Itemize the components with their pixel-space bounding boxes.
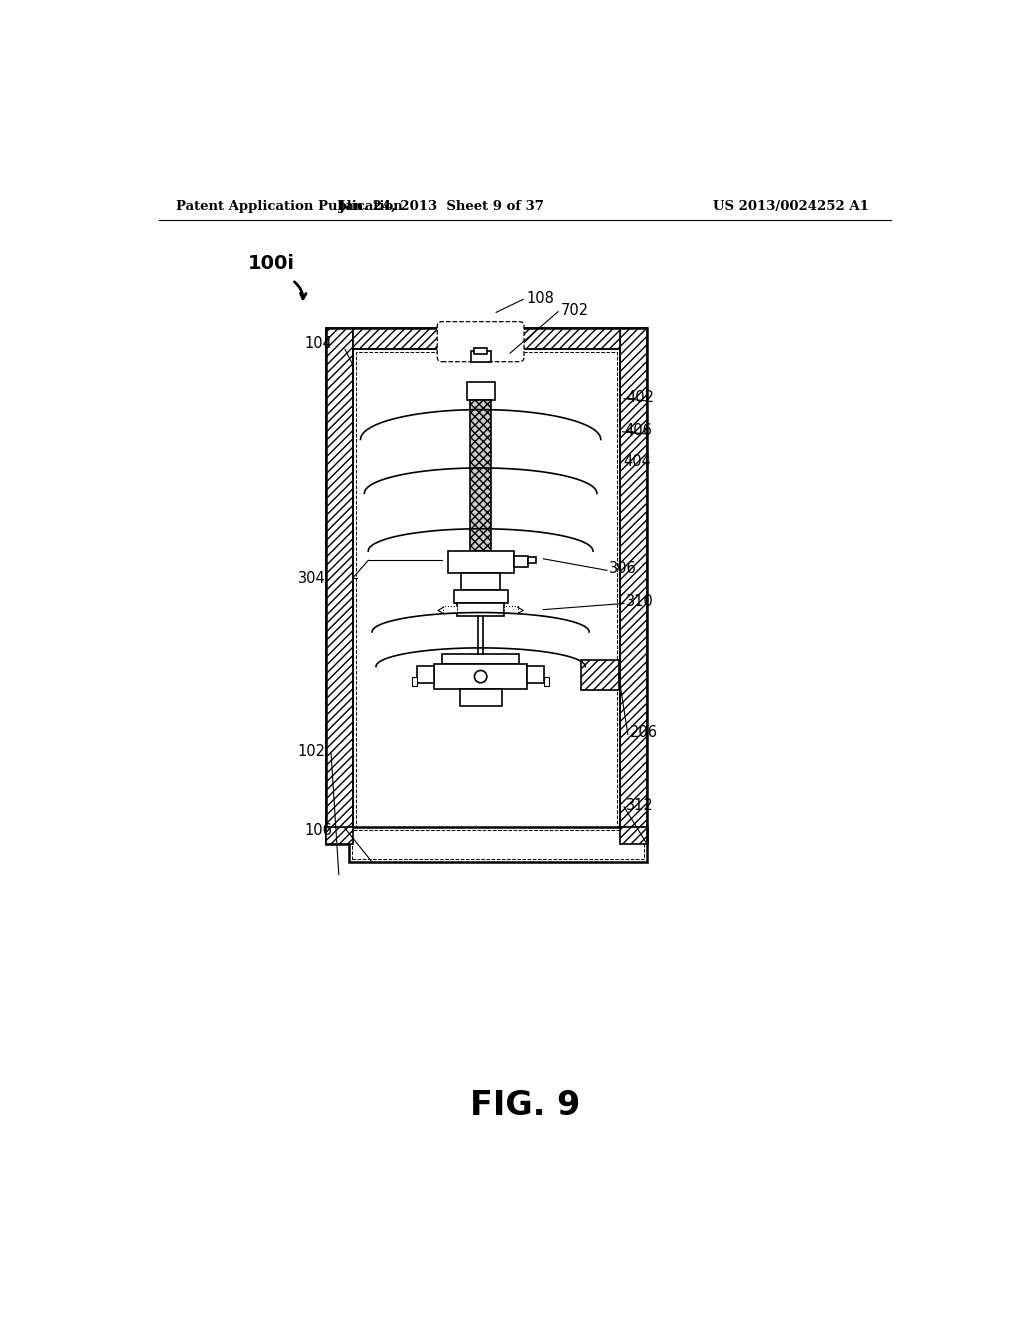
Text: 306: 306: [609, 561, 637, 577]
Bar: [417, 665, 434, 682]
Bar: [528, 557, 536, 564]
Text: 102: 102: [298, 743, 326, 759]
Bar: [443, 606, 458, 614]
Bar: [514, 557, 528, 566]
Bar: [326, 327, 647, 843]
Text: 404: 404: [624, 454, 651, 470]
Text: FIG. 9: FIG. 9: [470, 1089, 580, 1122]
Text: 406: 406: [625, 424, 652, 438]
Text: 304: 304: [298, 570, 326, 586]
Bar: [474, 348, 486, 354]
Text: US 2013/0024252 A1: US 2013/0024252 A1: [713, 199, 869, 213]
Bar: [352, 830, 644, 859]
Text: 106: 106: [304, 824, 332, 838]
Bar: [527, 665, 544, 682]
Bar: [582, 660, 618, 689]
Bar: [356, 352, 617, 841]
Bar: [442, 655, 519, 664]
Circle shape: [474, 671, 486, 682]
Bar: [449, 552, 514, 573]
Bar: [621, 826, 647, 843]
Bar: [349, 826, 647, 862]
Text: 402: 402: [627, 391, 654, 405]
Bar: [504, 606, 518, 614]
Bar: [460, 689, 503, 706]
Text: 312: 312: [627, 797, 654, 813]
Bar: [454, 590, 508, 603]
Bar: [413, 677, 417, 686]
Text: Patent Application Publication: Patent Application Publication: [176, 199, 402, 213]
Text: 108: 108: [526, 290, 554, 306]
Bar: [434, 664, 527, 689]
Text: Jan. 24, 2013  Sheet 9 of 37: Jan. 24, 2013 Sheet 9 of 37: [339, 199, 545, 213]
Bar: [352, 327, 621, 350]
Bar: [467, 381, 495, 400]
Text: 104: 104: [305, 335, 333, 351]
Text: 702: 702: [560, 302, 589, 318]
Bar: [470, 400, 492, 552]
Bar: [544, 677, 549, 686]
Bar: [471, 351, 490, 362]
FancyBboxPatch shape: [437, 322, 524, 362]
Text: 100i: 100i: [248, 255, 295, 273]
Bar: [621, 327, 647, 843]
Text: 206: 206: [630, 725, 658, 741]
Bar: [352, 350, 621, 843]
Bar: [326, 327, 352, 843]
Text: 310: 310: [627, 594, 654, 610]
Bar: [461, 573, 500, 590]
Bar: [458, 603, 504, 615]
Bar: [326, 826, 352, 843]
